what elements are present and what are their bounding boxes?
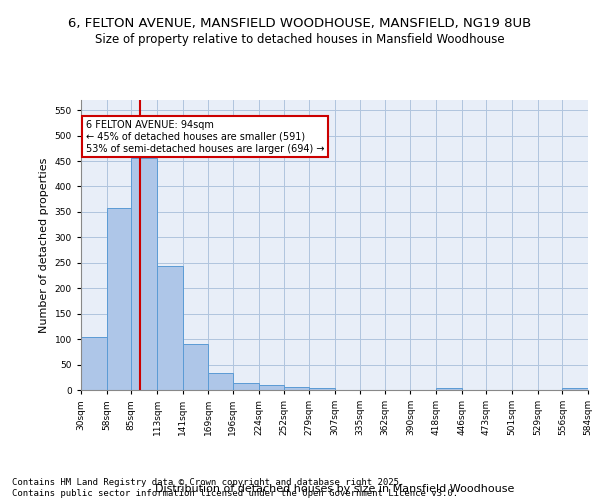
Bar bbox=[81, 336, 107, 390]
Bar bbox=[259, 386, 284, 390]
Bar bbox=[182, 344, 208, 390]
Text: Size of property relative to detached houses in Mansfield Woodhouse: Size of property relative to detached ho… bbox=[95, 32, 505, 46]
Y-axis label: Number of detached properties: Number of detached properties bbox=[39, 158, 49, 332]
Bar bbox=[131, 158, 157, 390]
X-axis label: Distribution of detached houses by size in Mansfield Woodhouse: Distribution of detached houses by size … bbox=[155, 484, 514, 494]
Bar bbox=[436, 388, 462, 390]
Bar bbox=[233, 384, 259, 390]
Bar bbox=[208, 373, 233, 390]
Text: 6, FELTON AVENUE, MANSFIELD WOODHOUSE, MANSFIELD, NG19 8UB: 6, FELTON AVENUE, MANSFIELD WOODHOUSE, M… bbox=[68, 18, 532, 30]
Bar bbox=[157, 266, 182, 390]
Bar bbox=[284, 388, 309, 390]
Text: 6 FELTON AVENUE: 94sqm
← 45% of detached houses are smaller (591)
53% of semi-de: 6 FELTON AVENUE: 94sqm ← 45% of detached… bbox=[86, 120, 324, 154]
Bar bbox=[309, 388, 335, 390]
Bar bbox=[107, 208, 131, 390]
Text: Contains HM Land Registry data © Crown copyright and database right 2025.
Contai: Contains HM Land Registry data © Crown c… bbox=[12, 478, 458, 498]
Bar bbox=[562, 388, 588, 390]
